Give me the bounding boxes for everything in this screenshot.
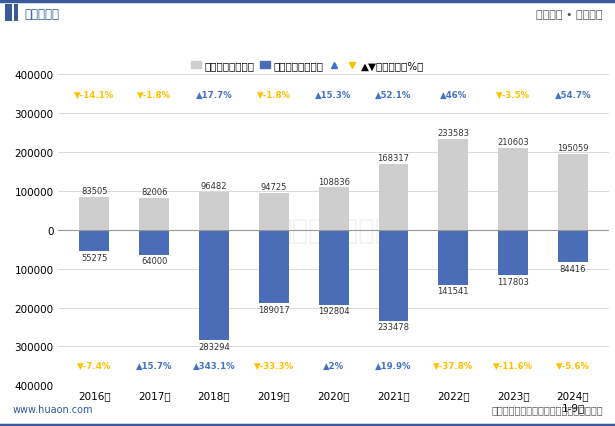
Text: ▲17.7%: ▲17.7%	[196, 90, 232, 99]
Text: 117803: 117803	[497, 277, 529, 286]
Text: 233583: 233583	[437, 129, 469, 138]
Text: 64000: 64000	[141, 256, 167, 265]
Text: 82006: 82006	[141, 187, 167, 197]
Bar	[199, 230, 229, 340]
Bar	[378, 230, 408, 321]
Text: ▼-11.6%: ▼-11.6%	[493, 361, 533, 370]
Text: 189017: 189017	[258, 305, 290, 314]
Text: ▲52.1%: ▲52.1%	[375, 90, 411, 99]
Text: 专业严谨 • 客观科学: 专业严谨 • 客观科学	[536, 10, 603, 20]
Bar	[139, 198, 169, 230]
Text: ▲54.7%: ▲54.7%	[555, 90, 591, 99]
Bar	[139, 230, 169, 255]
Text: ▼-1.8%: ▼-1.8%	[256, 90, 291, 99]
Bar	[498, 230, 528, 276]
Bar	[14, 5, 18, 22]
Text: ▼-37.8%: ▼-37.8%	[433, 361, 474, 370]
Legend: 出口额（万美元）, 进口额（万美元）, , ▲▼同比增长（%）: 出口额（万美元）, 进口额（万美元）, , ▲▼同比增长（%）	[187, 57, 428, 75]
Bar	[319, 230, 349, 305]
Bar	[5, 5, 12, 22]
Text: ▲15.3%: ▲15.3%	[315, 90, 352, 99]
Text: ▲19.9%: ▲19.9%	[375, 361, 411, 370]
Text: 168317: 168317	[378, 154, 410, 163]
Bar	[79, 230, 109, 251]
Text: ▼-3.5%: ▼-3.5%	[496, 90, 530, 99]
Bar	[558, 154, 588, 230]
Text: 华经产业研究院: 华经产业研究院	[276, 216, 392, 244]
Bar	[319, 188, 349, 230]
Text: ▼-5.6%: ▼-5.6%	[556, 361, 590, 370]
Text: ▼-1.8%: ▼-1.8%	[137, 90, 171, 99]
Text: ▲2%: ▲2%	[323, 361, 344, 370]
Text: 94725: 94725	[261, 183, 287, 192]
Bar	[259, 193, 289, 230]
Bar	[498, 148, 528, 230]
Text: 195059: 195059	[557, 144, 589, 153]
Bar	[79, 198, 109, 230]
Bar	[438, 230, 468, 285]
Bar	[558, 230, 588, 263]
Text: ▼-14.1%: ▼-14.1%	[74, 90, 114, 99]
Text: 192804: 192804	[318, 307, 349, 316]
Text: 141541: 141541	[437, 287, 469, 296]
Text: 108836: 108836	[317, 177, 350, 186]
Text: ▲46%: ▲46%	[440, 90, 467, 99]
Text: ▼-33.3%: ▼-33.3%	[254, 361, 294, 370]
Text: 2016-2024年9月绵阳市(境内目的地/货源地)进、出口额: 2016-2024年9月绵阳市(境内目的地/货源地)进、出口额	[164, 34, 451, 49]
Text: 210603: 210603	[498, 138, 529, 147]
Text: 84416: 84416	[560, 265, 586, 273]
Bar	[378, 164, 408, 230]
Text: ▲15.7%: ▲15.7%	[136, 361, 172, 370]
Text: 数据来源：中国海关、华经产业研究院整理: 数据来源：中国海关、华经产业研究院整理	[491, 404, 603, 414]
Text: 233478: 233478	[378, 322, 410, 331]
Text: 83505: 83505	[81, 187, 108, 196]
Bar	[259, 230, 289, 303]
Bar	[438, 139, 468, 230]
Text: 96482: 96482	[200, 182, 227, 191]
Bar	[199, 193, 229, 230]
Text: www.huaon.com: www.huaon.com	[12, 404, 93, 414]
Text: 283294: 283294	[198, 342, 230, 351]
Text: ▼-7.4%: ▼-7.4%	[77, 361, 111, 370]
Text: 55275: 55275	[81, 253, 108, 262]
Text: ▲343.1%: ▲343.1%	[192, 361, 236, 370]
Text: 华经情报网: 华经情报网	[25, 9, 60, 21]
